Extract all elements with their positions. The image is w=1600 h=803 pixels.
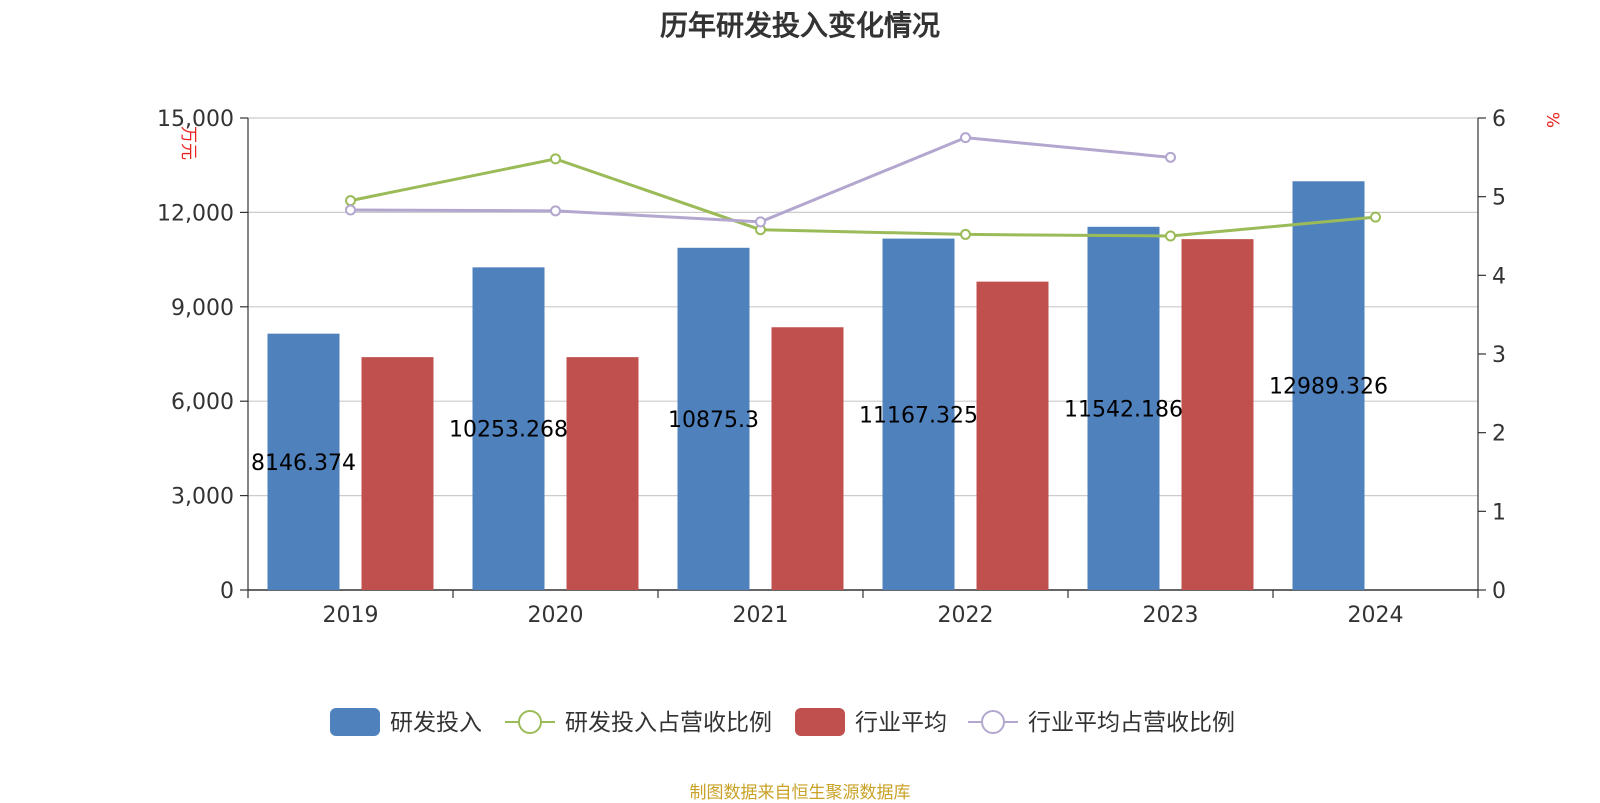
point-rd-ratio <box>550 153 561 165</box>
data-label: 10875.3 <box>668 408 759 433</box>
point-industry-ratio <box>960 132 971 144</box>
line-layer <box>345 132 1381 242</box>
legend-item[interactable]: 研发投入 <box>330 708 482 736</box>
legend-bar-swatch <box>330 708 380 736</box>
bar-industry-average <box>566 357 639 590</box>
bar-rd-investment <box>1087 226 1160 590</box>
data-label: 8146.374 <box>251 451 356 476</box>
y-right-unit: % <box>1542 112 1562 128</box>
data-label: 11167.325 <box>859 403 978 428</box>
bar-rd-investment <box>1292 181 1365 590</box>
y-right-tick-label: 6 <box>1492 107 1506 132</box>
line-rd-ratio <box>350 157 1376 238</box>
legend-label: 研发投入占营收比例 <box>565 710 772 736</box>
bar-industry-average <box>976 281 1049 590</box>
legend-item[interactable]: 行业平均占营收比例 <box>968 710 1235 736</box>
y-left-tick-label: 0 <box>220 579 234 604</box>
data-label: 11542.186 <box>1064 397 1183 422</box>
y-right-tick-label: 3 <box>1492 343 1506 368</box>
point-rd-ratio <box>1370 211 1381 223</box>
y-right-tick-label: 4 <box>1492 264 1506 289</box>
axis-layer: 0 3,000 6,000 9,000 12,000 15,000 0 1 2 3 4 5 6 2019 2… <box>157 107 1562 628</box>
line-industry-ratio <box>350 136 1171 224</box>
x-tick-label: 2023 <box>1143 603 1199 628</box>
legend-item[interactable]: 行业平均 <box>795 708 947 736</box>
point-rd-ratio <box>960 228 971 240</box>
y-left-tick-label: 6,000 <box>171 390 234 415</box>
bar-rd-investment <box>677 247 750 590</box>
grid-layer <box>248 117 1478 497</box>
x-tick-label: 2020 <box>528 603 584 628</box>
bar-rd-investment <box>267 333 340 590</box>
bar-rd-investment <box>472 267 545 590</box>
legend-label: 研发投入 <box>390 710 482 736</box>
legend-bar-swatch <box>795 708 845 736</box>
point-rd-ratio <box>345 195 356 207</box>
legend[interactable]: 研发投入 研发投入占营收比例 行业平均 行业平均占营收比例 <box>330 708 1235 736</box>
x-tick-label: 2019 <box>323 603 379 628</box>
source-note: 制图数据来自恒生聚源数据库 <box>689 783 911 803</box>
y-left-tick-label: 9,000 <box>171 296 234 321</box>
legend-marker-swatch <box>981 710 1005 734</box>
bar-layer <box>267 181 1365 590</box>
point-industry-ratio <box>345 204 356 216</box>
y-left-unit: 万元 <box>178 126 198 160</box>
x-tick-label: 2021 <box>733 603 789 628</box>
legend-label: 行业平均 <box>855 710 947 736</box>
bar-industry-average <box>361 357 434 590</box>
bar-industry-average <box>1181 239 1254 590</box>
y-right-tick-label: 1 <box>1492 500 1506 525</box>
legend-item[interactable]: 研发投入占营收比例 <box>505 710 772 736</box>
y-left-tick-label: 15,000 <box>157 107 234 132</box>
y-left-tick-label: 12,000 <box>157 201 234 226</box>
point-rd-ratio <box>1165 230 1176 242</box>
chart-title: 历年研发投入变化情况 <box>659 9 940 42</box>
y-right-tick-label: 2 <box>1492 422 1506 447</box>
legend-label: 行业平均占营收比例 <box>1028 710 1235 736</box>
point-industry-ratio <box>755 216 766 228</box>
bar-industry-average <box>771 327 844 590</box>
point-industry-ratio <box>1165 151 1176 163</box>
x-tick-label: 2022 <box>938 603 994 628</box>
y-left-tick-label: 3,000 <box>171 485 234 510</box>
y-right-tick-label: 0 <box>1492 579 1506 604</box>
point-industry-ratio <box>550 205 561 217</box>
legend-marker-swatch <box>518 710 542 734</box>
bar-rd-investment <box>882 238 955 590</box>
label-layer: 8146.374 10253.268 10875.3 11167.325 11542.1… <box>251 375 1388 476</box>
data-label: 12989.326 <box>1269 375 1388 400</box>
x-tick-label: 2024 <box>1348 603 1404 628</box>
data-label: 10253.268 <box>449 418 568 443</box>
y-right-tick-label: 5 <box>1492 186 1506 211</box>
